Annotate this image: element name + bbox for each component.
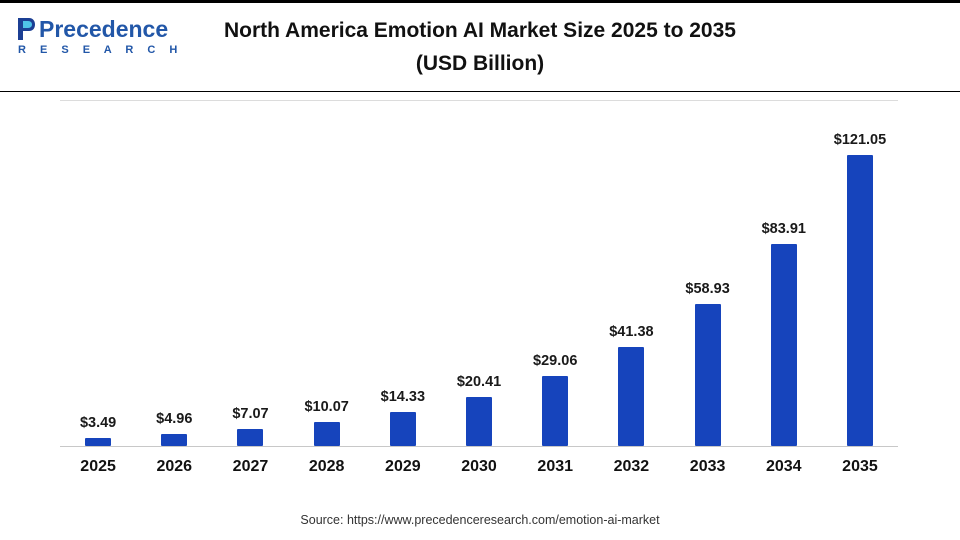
x-axis-label: 2033	[689, 458, 726, 475]
logo-subname: R E S E A R C H	[18, 44, 183, 56]
bar-value-label: $58.93	[685, 281, 730, 298]
bar-column: $14.33	[365, 100, 441, 446]
bar-column: $29.06	[517, 100, 593, 446]
bar-column: $7.07	[212, 100, 288, 446]
bar-value-label: $121.05	[833, 132, 887, 148]
bar-value-label: $4.96	[156, 411, 193, 428]
bars: $3.49 $4.96 $7.07 $10.07 $14.33 $20.41 $29.06 $…	[60, 100, 898, 446]
x-axis-label: 2026	[156, 458, 193, 475]
bar	[466, 396, 493, 446]
bar	[389, 411, 416, 446]
x-axis-label: 2031	[537, 458, 574, 475]
bar-value-label: $3.49	[79, 414, 117, 431]
plot-top-gridline	[60, 100, 898, 101]
x-axis-label: 2027	[232, 458, 269, 475]
logo-p-icon	[18, 18, 35, 40]
x-axis-label: 2030	[461, 458, 497, 475]
bar-value-label: $41.38	[609, 323, 654, 340]
bar-column: $4.96	[136, 100, 212, 446]
bar-column: $41.38	[593, 100, 669, 446]
bar-column: $20.41	[441, 100, 517, 446]
x-axis-line	[60, 446, 898, 447]
bar	[694, 304, 721, 446]
chart-title-line1: North America Emotion AI Market Size 202…	[224, 19, 736, 42]
bar	[770, 244, 797, 446]
bar-column: $10.07	[289, 100, 365, 446]
bar	[542, 376, 569, 446]
chart-title-line2: (USD Billion)	[415, 51, 545, 75]
bar-column: $121.05	[822, 100, 898, 446]
bar	[237, 429, 264, 446]
x-axis-label: 2028	[308, 458, 345, 475]
bar	[161, 434, 188, 446]
bar	[618, 346, 645, 446]
bar-column: $3.49	[60, 100, 136, 446]
bar-value-label: $83.91	[761, 221, 806, 238]
chart-title: North America Emotion AI Market Size 202…	[0, 15, 960, 80]
x-axis-label: 2035	[842, 458, 878, 475]
bar-column: $83.91	[746, 100, 822, 446]
x-axis-label: 2029	[385, 458, 421, 475]
bar	[846, 155, 873, 446]
bar-column: $58.93	[670, 100, 746, 446]
x-axis-label: 2025	[80, 458, 116, 475]
bar-value-label: $10.07	[304, 398, 349, 415]
header: Precedence R E S E A R C H North America…	[0, 3, 960, 92]
logo: Precedence R E S E A R C H	[16, 17, 183, 56]
bar-value-label: $7.07	[232, 406, 269, 422]
source-note: Source: https://www.precedenceresearch.c…	[300, 513, 660, 527]
x-axis-labels: 2025 2026 2027 2028 2029 2030 2031 2032 2033 2034…	[60, 458, 898, 476]
bar-value-label: $29.06	[533, 353, 578, 370]
x-axis-label: 2034	[765, 458, 802, 475]
logo-name: Precedence	[39, 15, 169, 42]
bar-value-label: $14.33	[380, 388, 426, 405]
bar-value-label: $20.41	[456, 373, 502, 390]
bar	[313, 421, 340, 446]
x-axis-label: 2032	[613, 458, 650, 475]
bar	[85, 437, 112, 446]
